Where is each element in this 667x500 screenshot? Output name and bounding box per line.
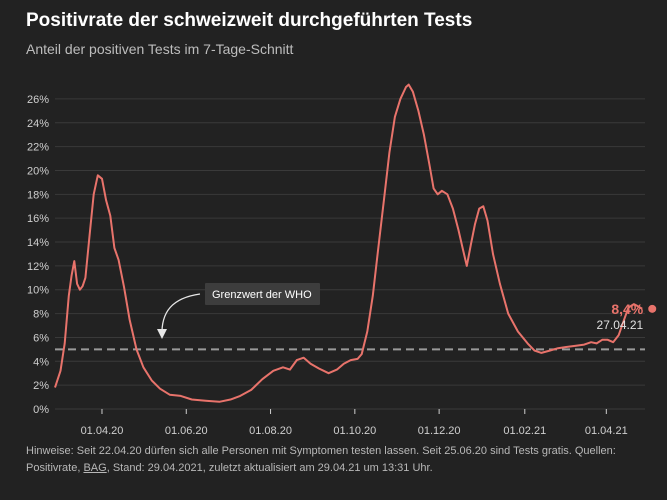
source-link-bag[interactable]: BAG [83, 462, 107, 474]
y-tick-label: 8% [33, 309, 49, 321]
y-tick-label: 14% [27, 237, 49, 249]
x-tick-label: 01.08.20 [249, 425, 292, 437]
footnote-suffix: , Stand: 29.04.2021, zuletzt aktualisier… [106, 462, 433, 474]
last-value-marker[interactable] [648, 304, 657, 313]
x-tick-label: 01.04.20 [81, 425, 124, 437]
chart-title: Positivrate der schweizweit durchgeführt… [26, 10, 473, 31]
footnote-text: Hinweise: Seit 22.04.20 dürfen sich alle… [26, 445, 616, 474]
annotation-label: Grenzwert der WHO [212, 289, 312, 301]
last-date-label: 27.04.21 [597, 318, 644, 332]
chart-subtitle: Anteil der positiven Tests im 7-Tage-Sch… [26, 41, 294, 57]
y-tick-label: 12% [27, 261, 49, 273]
x-tick-label: 01.10.20 [333, 425, 376, 437]
gridlines [55, 98, 645, 410]
y-tick-label: 10% [27, 285, 49, 297]
y-tick-label: 0% [33, 404, 49, 416]
y-tick-label: 24% [27, 118, 49, 130]
x-tick-label: 01.12.20 [418, 425, 461, 437]
annotation-arrowhead-icon [157, 329, 167, 339]
y-tick-label: 2% [33, 380, 49, 392]
x-axis-ticks: 01.04.20 01.06.20 01.08.20 01.10.20 01.12.20… [81, 409, 628, 437]
footnote: Hinweise: Seit 22.04.20 dürfen sich alle… [26, 443, 646, 477]
series-line-positivrate [54, 83, 643, 403]
line-chart: 0% 2% 4% 6% 8% 10% 12% 14% 16% 18% 20% 22% 24% 26% 01… [27, 83, 657, 437]
y-tick-label: 4% [33, 356, 49, 368]
annotation-box [205, 283, 320, 305]
y-axis-ticks: 0% 2% 4% 6% 8% 10% 12% 14% 16% 18% 20% 22% 24% 26% [27, 94, 49, 416]
y-tick-label: 20% [27, 165, 49, 177]
y-tick-label: 26% [27, 94, 49, 106]
x-tick-label: 01.04.21 [585, 425, 628, 437]
last-value-label: 8,4% [611, 301, 643, 317]
y-tick-label: 6% [33, 332, 49, 344]
who-annotation: Grenzwert der WHO [157, 283, 320, 339]
y-tick-label: 18% [27, 189, 49, 201]
annotation-arrow-icon [161, 293, 201, 337]
x-tick-label: 01.06.20 [165, 425, 208, 437]
y-tick-label: 16% [27, 213, 49, 225]
y-tick-label: 22% [27, 142, 49, 154]
x-tick-label: 01.02.21 [503, 425, 546, 437]
